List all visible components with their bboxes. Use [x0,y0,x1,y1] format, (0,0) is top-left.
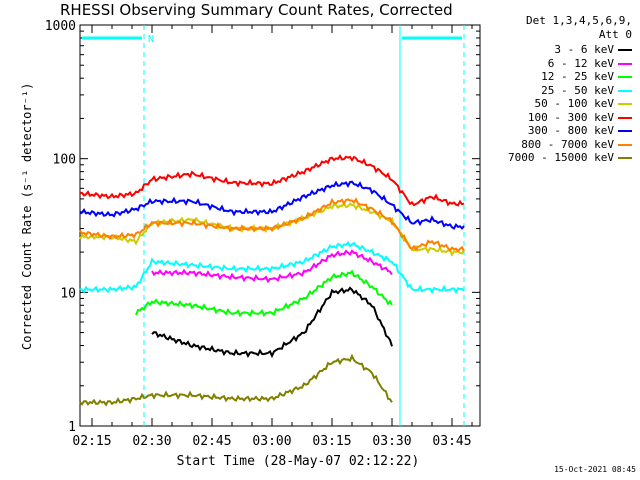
y-tick-label: 100 [53,153,76,168]
series-line-3_6keV [151,286,393,359]
legend-header-attenuator: Att 0 [598,28,632,41]
legend-swatch [618,143,632,146]
x-tick-label: 03:15 [312,434,351,449]
x-tick-label: 02:30 [132,434,171,449]
series-line-800_7000keV [79,197,465,253]
legend-item: 25 - 50 keV [541,84,632,97]
legend-item: 3 - 6 keV [554,43,632,56]
x-tick-label: 03:45 [432,434,471,449]
legend-item-label: 3 - 6 keV [554,43,614,56]
legend-swatch [618,157,632,159]
series-line-100_300keV [79,153,465,207]
legend-swatch [618,89,632,92]
legend-swatch [618,76,632,78]
series-line-7000_15000keV [79,353,393,407]
legend-item: 300 - 800 keV [528,124,632,137]
legend-item: 7000 - 15000 keV [508,151,632,164]
legend-item: 100 - 300 keV [528,111,632,124]
x-tick-label: 02:15 [72,434,111,449]
legend-item-label: 100 - 300 keV [527,110,614,124]
x-tick-label: 03:30 [372,434,411,449]
legend-item-label: 25 - 50 keV [541,83,614,97]
legend-item-label: 800 - 7000 keV [521,137,614,151]
legend-item-label: 300 - 800 keV [527,124,614,137]
y-tick-label: 1 [68,420,76,435]
series-line-12_25keV [135,269,393,318]
y-axis-label: Corrected Count Rate (s⁻¹ detector⁻¹) [20,82,34,350]
series-line-300_800keV [79,180,465,230]
series-line-25_50keV [79,241,465,295]
axes-frame [79,24,481,427]
legend-header-detectors: Det 1,3,4,5,6,9, [526,14,632,27]
legend-swatch [618,103,632,105]
x-tick-label: 02:45 [192,434,231,449]
legend-item: 50 - 100 keV [535,97,632,110]
legend-swatch [618,62,632,65]
legend-item-label: 50 - 100 keV [534,97,614,110]
legend-item: 6 - 12 keV [548,57,632,70]
legend-swatch [618,116,632,119]
timestamp: 15-Oct-2021 08:45 [554,465,636,474]
legend-item: 800 - 7000 keV [521,138,632,151]
y-tick-label: 10 [60,286,76,301]
legend-item-label: 12 - 25 keV [541,70,614,83]
series-line-6_12keV [151,249,393,284]
x-axis-label: Start Time (28-May-07 02:12:22) [176,454,420,469]
night-marker-label: N [148,34,154,45]
legend-swatch [618,130,632,132]
y-tick-label: 1000 [45,19,76,34]
legend-item-label: 7000 - 15000 keV [508,151,614,164]
legend-item: 12 - 25 keV [541,70,632,83]
legend-swatch [618,49,632,51]
chart-title: RHESSI Observing Summary Count Rates, Co… [60,1,453,19]
legend-item-label: 6 - 12 keV [547,56,614,70]
x-tick-label: 03:00 [252,434,291,449]
